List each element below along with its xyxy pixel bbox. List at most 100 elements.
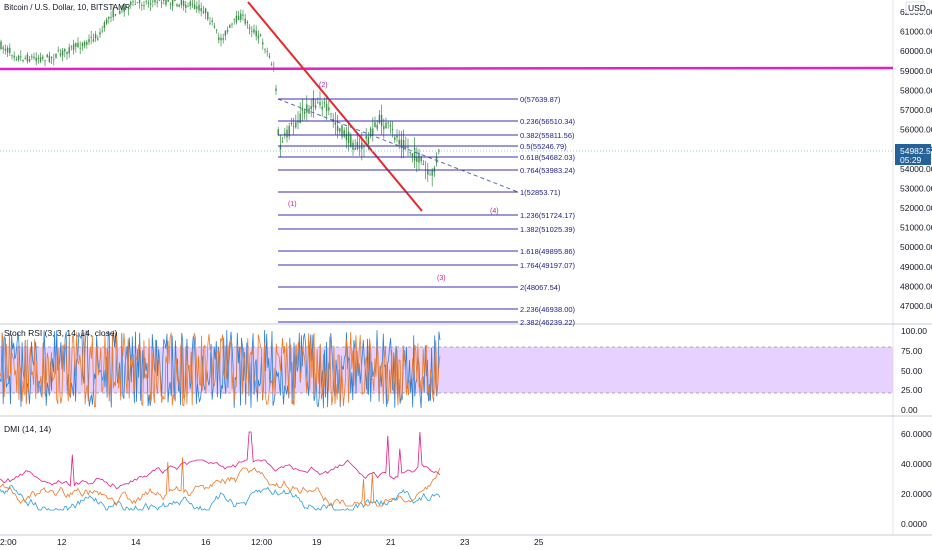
candle-body [418,152,420,163]
price-candles [0,0,440,187]
candle-body [385,122,387,129]
candle-body [213,25,216,28]
candle-body [259,34,262,37]
candle-body [11,55,13,57]
stoch-rsi-axis-label: 25.00 [901,385,923,395]
price-axis-label: 61000.00 [900,27,932,37]
candle-body [105,19,108,24]
candle-body [295,122,297,128]
candle-body [233,18,235,20]
candle-body [312,98,315,107]
candle-body [218,37,220,41]
time-axis[interactable]: 2:00 12 14 16 12:00 19 21 23 25 [0,537,544,547]
stoch-rsi-axis-label: 75.00 [901,346,923,356]
price-axis-label: 54000.00 [900,164,932,174]
fib-level-label: 1.236(51724.17) [520,211,576,220]
symbol-title[interactable]: Bitcoin / U.S. Dollar, 10, BITSTAMP [4,3,130,12]
candle-body [420,156,422,162]
candle-body [400,139,403,149]
dmi-axis-label: 60.0000 [901,429,932,439]
horizontal-resistance-line[interactable] [0,66,894,71]
candle-body [398,139,400,145]
candle-body [222,38,224,40]
candle-body [336,125,339,132]
candle-body [4,48,7,51]
wave-label: (3) [437,275,446,282]
stoch-rsi-axis-label: 50.00 [901,366,923,376]
candle-body [413,147,416,161]
candle-body [220,37,222,41]
candle-body [215,29,218,31]
candle-body [248,27,251,29]
candle-body [255,30,257,37]
candle-body [394,137,396,140]
candle-body [55,53,57,58]
fib-level-label: 1.764(49197.07) [520,261,576,270]
candle-body [136,2,139,4]
price-axis-label: 60000.00 [900,46,932,56]
stoch-rsi-axis[interactable]: 100.00 75.00 50.00 25.00 0.00 [901,326,927,415]
time-axis-label: 12 [57,537,67,547]
dmi-title[interactable]: DMI (14, 14) [4,424,51,434]
fib-level-label: 1.382(51025.39) [520,225,576,234]
candle-body [209,22,211,24]
candle-body [75,43,77,47]
candle-body [266,51,268,52]
candle-body [92,39,95,42]
candle-body [279,145,282,150]
fibonacci-retracement[interactable]: 0(57639.87) 0.236(56510.34) 0.382(55811.56… [278,95,576,327]
candle-body [389,125,392,127]
stoch-rsi-title[interactable]: Stoch RSI (3, 3, 14, 14, close) [4,328,118,338]
dmi-axis[interactable]: 60.0000 40.0000 20.0000 0.0000 [901,429,932,529]
candle-body [246,21,249,24]
candle-body [31,56,33,58]
currency-badge[interactable] [905,1,925,14]
candle-body [191,3,194,5]
candle-body [171,0,174,7]
candle-body [61,50,64,56]
candle-body [193,4,196,10]
candle-body [22,59,24,62]
candle-body [108,16,110,19]
candle-body [211,20,213,22]
elliott-wave-labels: (2) (1) (4) (3) [288,82,499,282]
candle-body [112,9,114,18]
candle-body [369,128,372,137]
wave-label: (4) [490,208,499,215]
candle-body [152,0,154,2]
candle-body [275,88,277,91]
candle-body [141,5,143,6]
price-axis-label: 59000.00 [900,66,932,76]
candle-body [138,0,141,3]
candle-body [281,141,284,143]
price-axis-label: 49000.00 [900,262,932,272]
time-axis-label: 2:00 [0,537,17,547]
candle-body [409,151,411,153]
time-axis-label: 14 [131,537,141,547]
trend-line[interactable] [247,1,423,212]
wave-label: (1) [288,201,297,208]
price-axis-label: 52000.00 [900,203,932,213]
candle-body [57,50,59,52]
fib-level-label: 0.5(55246.79) [520,142,567,151]
candle-body [240,13,242,20]
candle-body [317,102,319,104]
candle-body [268,56,271,58]
candle-body [297,121,299,123]
candle-body [427,169,429,175]
time-axis-label: 19 [312,537,322,547]
candle-body [290,122,293,124]
price-axis-label: 47000.00 [900,301,932,311]
fib-level-label: 0.236(56510.34) [520,117,576,126]
candle-body [323,102,326,104]
candle-body [169,4,172,6]
candle-body [180,0,183,5]
candle-body [83,41,86,46]
candle-body [182,0,185,6]
candle-body [207,12,209,20]
candle-body [46,54,48,58]
candle-body [226,29,229,32]
candle-body [310,106,312,110]
stoch-rsi-axis-label: 0.00 [901,405,918,415]
